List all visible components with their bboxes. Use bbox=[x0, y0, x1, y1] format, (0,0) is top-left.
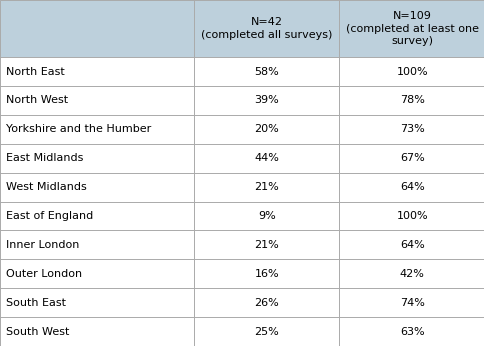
Bar bbox=[0, 57, 484, 86]
Text: North West: North West bbox=[6, 95, 68, 106]
Text: 44%: 44% bbox=[254, 153, 279, 163]
Text: Yorkshire and the Humber: Yorkshire and the Humber bbox=[6, 124, 151, 134]
Bar bbox=[0, 0, 484, 57]
Bar bbox=[0, 288, 484, 317]
Bar bbox=[0, 173, 484, 201]
Bar bbox=[0, 317, 484, 346]
Text: Inner London: Inner London bbox=[6, 240, 79, 250]
Text: N=42
(completed all surveys): N=42 (completed all surveys) bbox=[201, 17, 332, 40]
Text: 63%: 63% bbox=[399, 327, 424, 337]
Text: East of England: East of England bbox=[6, 211, 93, 221]
Text: 26%: 26% bbox=[254, 298, 279, 308]
Bar bbox=[0, 201, 484, 230]
Text: 39%: 39% bbox=[254, 95, 279, 106]
Bar bbox=[0, 230, 484, 260]
Bar bbox=[0, 260, 484, 288]
Text: 100%: 100% bbox=[395, 211, 427, 221]
Text: South West: South West bbox=[6, 327, 70, 337]
Text: 64%: 64% bbox=[399, 240, 424, 250]
Text: East Midlands: East Midlands bbox=[6, 153, 84, 163]
Text: North East: North East bbox=[6, 66, 65, 76]
Bar bbox=[0, 86, 484, 115]
Text: 21%: 21% bbox=[254, 182, 279, 192]
Text: 100%: 100% bbox=[395, 66, 427, 76]
Text: 67%: 67% bbox=[399, 153, 424, 163]
Text: West Midlands: West Midlands bbox=[6, 182, 87, 192]
Text: 78%: 78% bbox=[399, 95, 424, 106]
Text: 16%: 16% bbox=[254, 269, 278, 279]
Text: 73%: 73% bbox=[399, 124, 424, 134]
Text: 25%: 25% bbox=[254, 327, 279, 337]
Text: Outer London: Outer London bbox=[6, 269, 82, 279]
Bar bbox=[0, 144, 484, 173]
Text: 74%: 74% bbox=[399, 298, 424, 308]
Text: N=109
(completed at least one
survey): N=109 (completed at least one survey) bbox=[345, 11, 478, 46]
Text: 42%: 42% bbox=[399, 269, 424, 279]
Text: 64%: 64% bbox=[399, 182, 424, 192]
Text: South East: South East bbox=[6, 298, 66, 308]
Bar bbox=[0, 115, 484, 144]
Text: 9%: 9% bbox=[257, 211, 275, 221]
Text: 58%: 58% bbox=[254, 66, 279, 76]
Text: 21%: 21% bbox=[254, 240, 279, 250]
Text: 20%: 20% bbox=[254, 124, 279, 134]
